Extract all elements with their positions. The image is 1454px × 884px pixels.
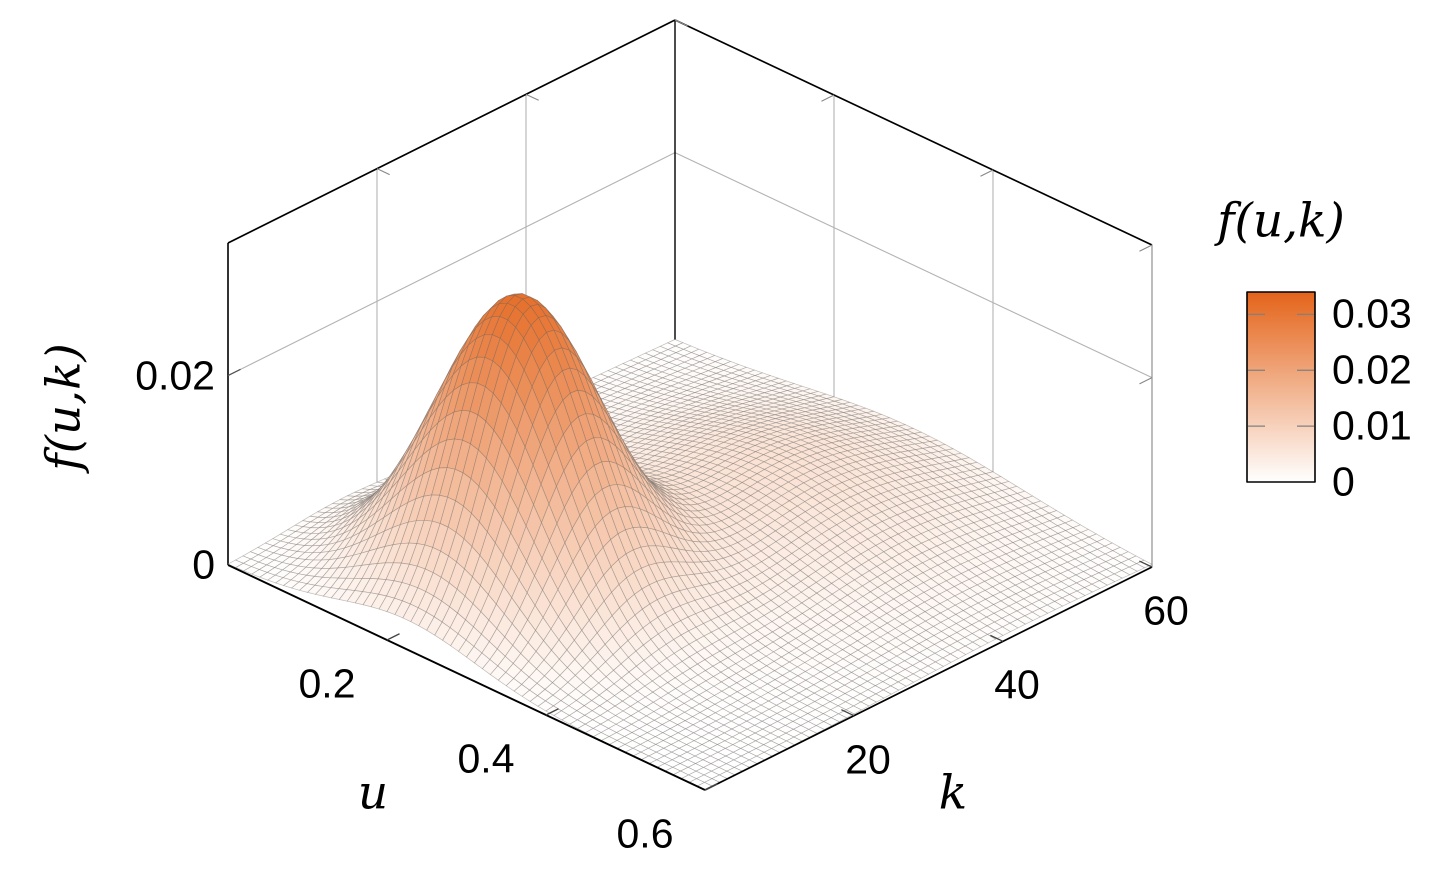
z-axis-label: f(u,k) bbox=[36, 343, 92, 471]
k-axis-tick-label: 20 bbox=[845, 736, 891, 783]
colorbar-tick-label: 0 bbox=[1332, 458, 1355, 505]
z-axis-tick-label: 0.02 bbox=[135, 352, 215, 399]
u-axis-tick-label: 0.4 bbox=[457, 735, 515, 782]
k-axis-tick-label: 60 bbox=[1143, 587, 1189, 634]
colorbar-tick-label: 0.03 bbox=[1332, 290, 1412, 337]
colorbar-tick-label: 0.02 bbox=[1332, 346, 1412, 393]
k-axis-tick-label: 40 bbox=[994, 661, 1040, 708]
colorbar-title: f(u,k) bbox=[1217, 193, 1345, 249]
u-axis-label: u bbox=[357, 765, 389, 821]
z-axis-tick-label: 0 bbox=[192, 541, 215, 588]
colorbar-tick-label: 0.01 bbox=[1332, 402, 1412, 449]
u-axis-tick-label: 0.2 bbox=[298, 660, 356, 707]
u-axis-tick-label: 0.6 bbox=[616, 810, 674, 857]
k-axis-label: k bbox=[938, 765, 968, 821]
